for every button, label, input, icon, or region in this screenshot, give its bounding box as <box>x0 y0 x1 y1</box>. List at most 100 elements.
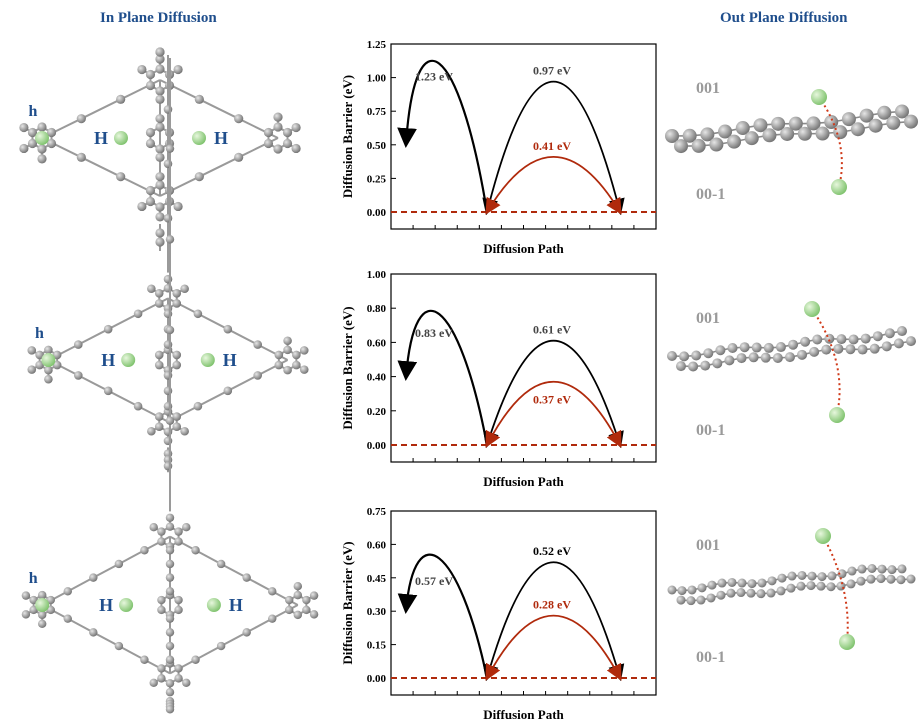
carbon-atom <box>165 573 175 582</box>
carbon-atom <box>767 576 777 586</box>
carbon-atom <box>762 128 777 143</box>
carbon-atom <box>895 104 909 119</box>
carbon-atom <box>887 565 897 575</box>
lithium-atom <box>41 353 56 367</box>
carbon-atom <box>291 143 301 154</box>
carbon-atom <box>149 678 158 688</box>
carbon-atom <box>292 350 301 360</box>
carbon-atom <box>676 595 686 605</box>
label-big-h: H <box>99 595 113 615</box>
carbon-atom <box>165 655 175 664</box>
y-tick-label: 1.25 <box>367 39 387 51</box>
carbon-atom <box>173 201 183 212</box>
y-tick-label: 1.00 <box>367 269 387 281</box>
carbon-atom <box>137 201 147 212</box>
bond <box>220 563 248 579</box>
carbon-atom <box>273 122 283 132</box>
carbon-atom <box>777 573 787 583</box>
carbon-atom <box>242 628 251 637</box>
y-tick-label: 0.60 <box>367 539 387 551</box>
carbon-atom <box>155 212 165 222</box>
carbon-atom <box>182 522 191 532</box>
carbon-atom <box>165 144 175 153</box>
label-big-h: H <box>94 128 108 148</box>
carbon-atom <box>667 351 677 361</box>
carbon-atom <box>133 401 143 411</box>
carbon-atom <box>234 114 244 124</box>
carbon-atom <box>163 461 173 471</box>
carbon-atom <box>283 365 292 375</box>
label-small-h: h <box>29 103 38 120</box>
carbon-atom <box>157 537 166 546</box>
x-axis-label: Diffusion Path <box>483 707 564 722</box>
carbon-atom <box>147 284 156 294</box>
carbon-atom <box>757 578 767 588</box>
carbon-atom <box>37 144 47 154</box>
carbon-atom <box>809 346 820 357</box>
carbon-atom <box>806 116 821 131</box>
carbon-atom <box>154 412 164 421</box>
carbon-atom <box>155 237 165 247</box>
bond <box>137 405 169 423</box>
carbon-atom <box>707 580 717 590</box>
carbon-atom <box>665 129 679 143</box>
carbon-atom <box>293 581 303 591</box>
carbon-atom <box>180 426 189 436</box>
carbon-atom <box>848 334 859 345</box>
carbon-atom <box>114 641 124 651</box>
out-plane-structure-1: 001 00-1 <box>665 80 918 203</box>
carbon-atom <box>285 605 294 615</box>
barrier-curve-1 <box>397 553 489 679</box>
barrier-label-3: 0.41 eV <box>533 139 571 153</box>
carbon-atom <box>826 582 836 592</box>
barrier-curve-2 <box>483 340 624 449</box>
carbon-atom <box>837 569 847 579</box>
carbon-atom <box>906 336 916 347</box>
y-axis-label: Diffusion Barrier (eV) <box>340 306 355 429</box>
carbon-atom <box>299 365 309 374</box>
carbon-atom <box>897 326 907 337</box>
carbon-atom <box>274 350 284 360</box>
carbon-atom <box>37 122 47 132</box>
carbon-atom <box>35 360 44 370</box>
carbon-atom <box>165 522 175 531</box>
carbon-atom <box>103 386 113 396</box>
carbon-atom <box>816 581 826 591</box>
carbon-atom <box>21 591 31 600</box>
label-big-h: H <box>101 350 115 370</box>
carbon-atom <box>815 126 830 141</box>
carbon-atom <box>46 138 57 149</box>
barrier-curve-3 <box>485 380 622 448</box>
carbon-atom <box>194 172 204 182</box>
carbon-atom <box>163 159 173 169</box>
carbon-atom <box>154 350 164 360</box>
label-big-h: H <box>229 595 243 615</box>
carbon-atom <box>145 196 156 207</box>
bond <box>167 297 199 315</box>
carbon-atom <box>116 94 126 104</box>
carbon-atom <box>726 588 736 598</box>
carbon-atom <box>674 139 688 154</box>
bond <box>198 98 240 120</box>
carbon-atom <box>897 564 907 574</box>
carbon-atom <box>140 546 149 555</box>
carbon-atom <box>274 360 284 370</box>
carbon-atom <box>29 595 38 605</box>
bond <box>80 98 122 120</box>
lithium-atom <box>121 353 136 367</box>
carbon-atom <box>812 334 823 345</box>
layer-label-bottom: 00-1 <box>696 186 725 203</box>
carbon-atom <box>784 352 795 363</box>
carbon-atom <box>788 116 803 131</box>
carbon-atom <box>165 687 175 697</box>
layer-label-top: 001 <box>696 310 720 327</box>
carbon-atom <box>155 202 165 212</box>
carbon-atom <box>44 374 53 384</box>
x-axis-label: Diffusion Path <box>483 474 564 489</box>
carbon-atom <box>163 340 173 349</box>
carbon-atom <box>145 80 156 91</box>
carbon-atom <box>869 343 880 354</box>
carbon-atom <box>52 360 62 370</box>
carbon-atom <box>737 578 747 588</box>
